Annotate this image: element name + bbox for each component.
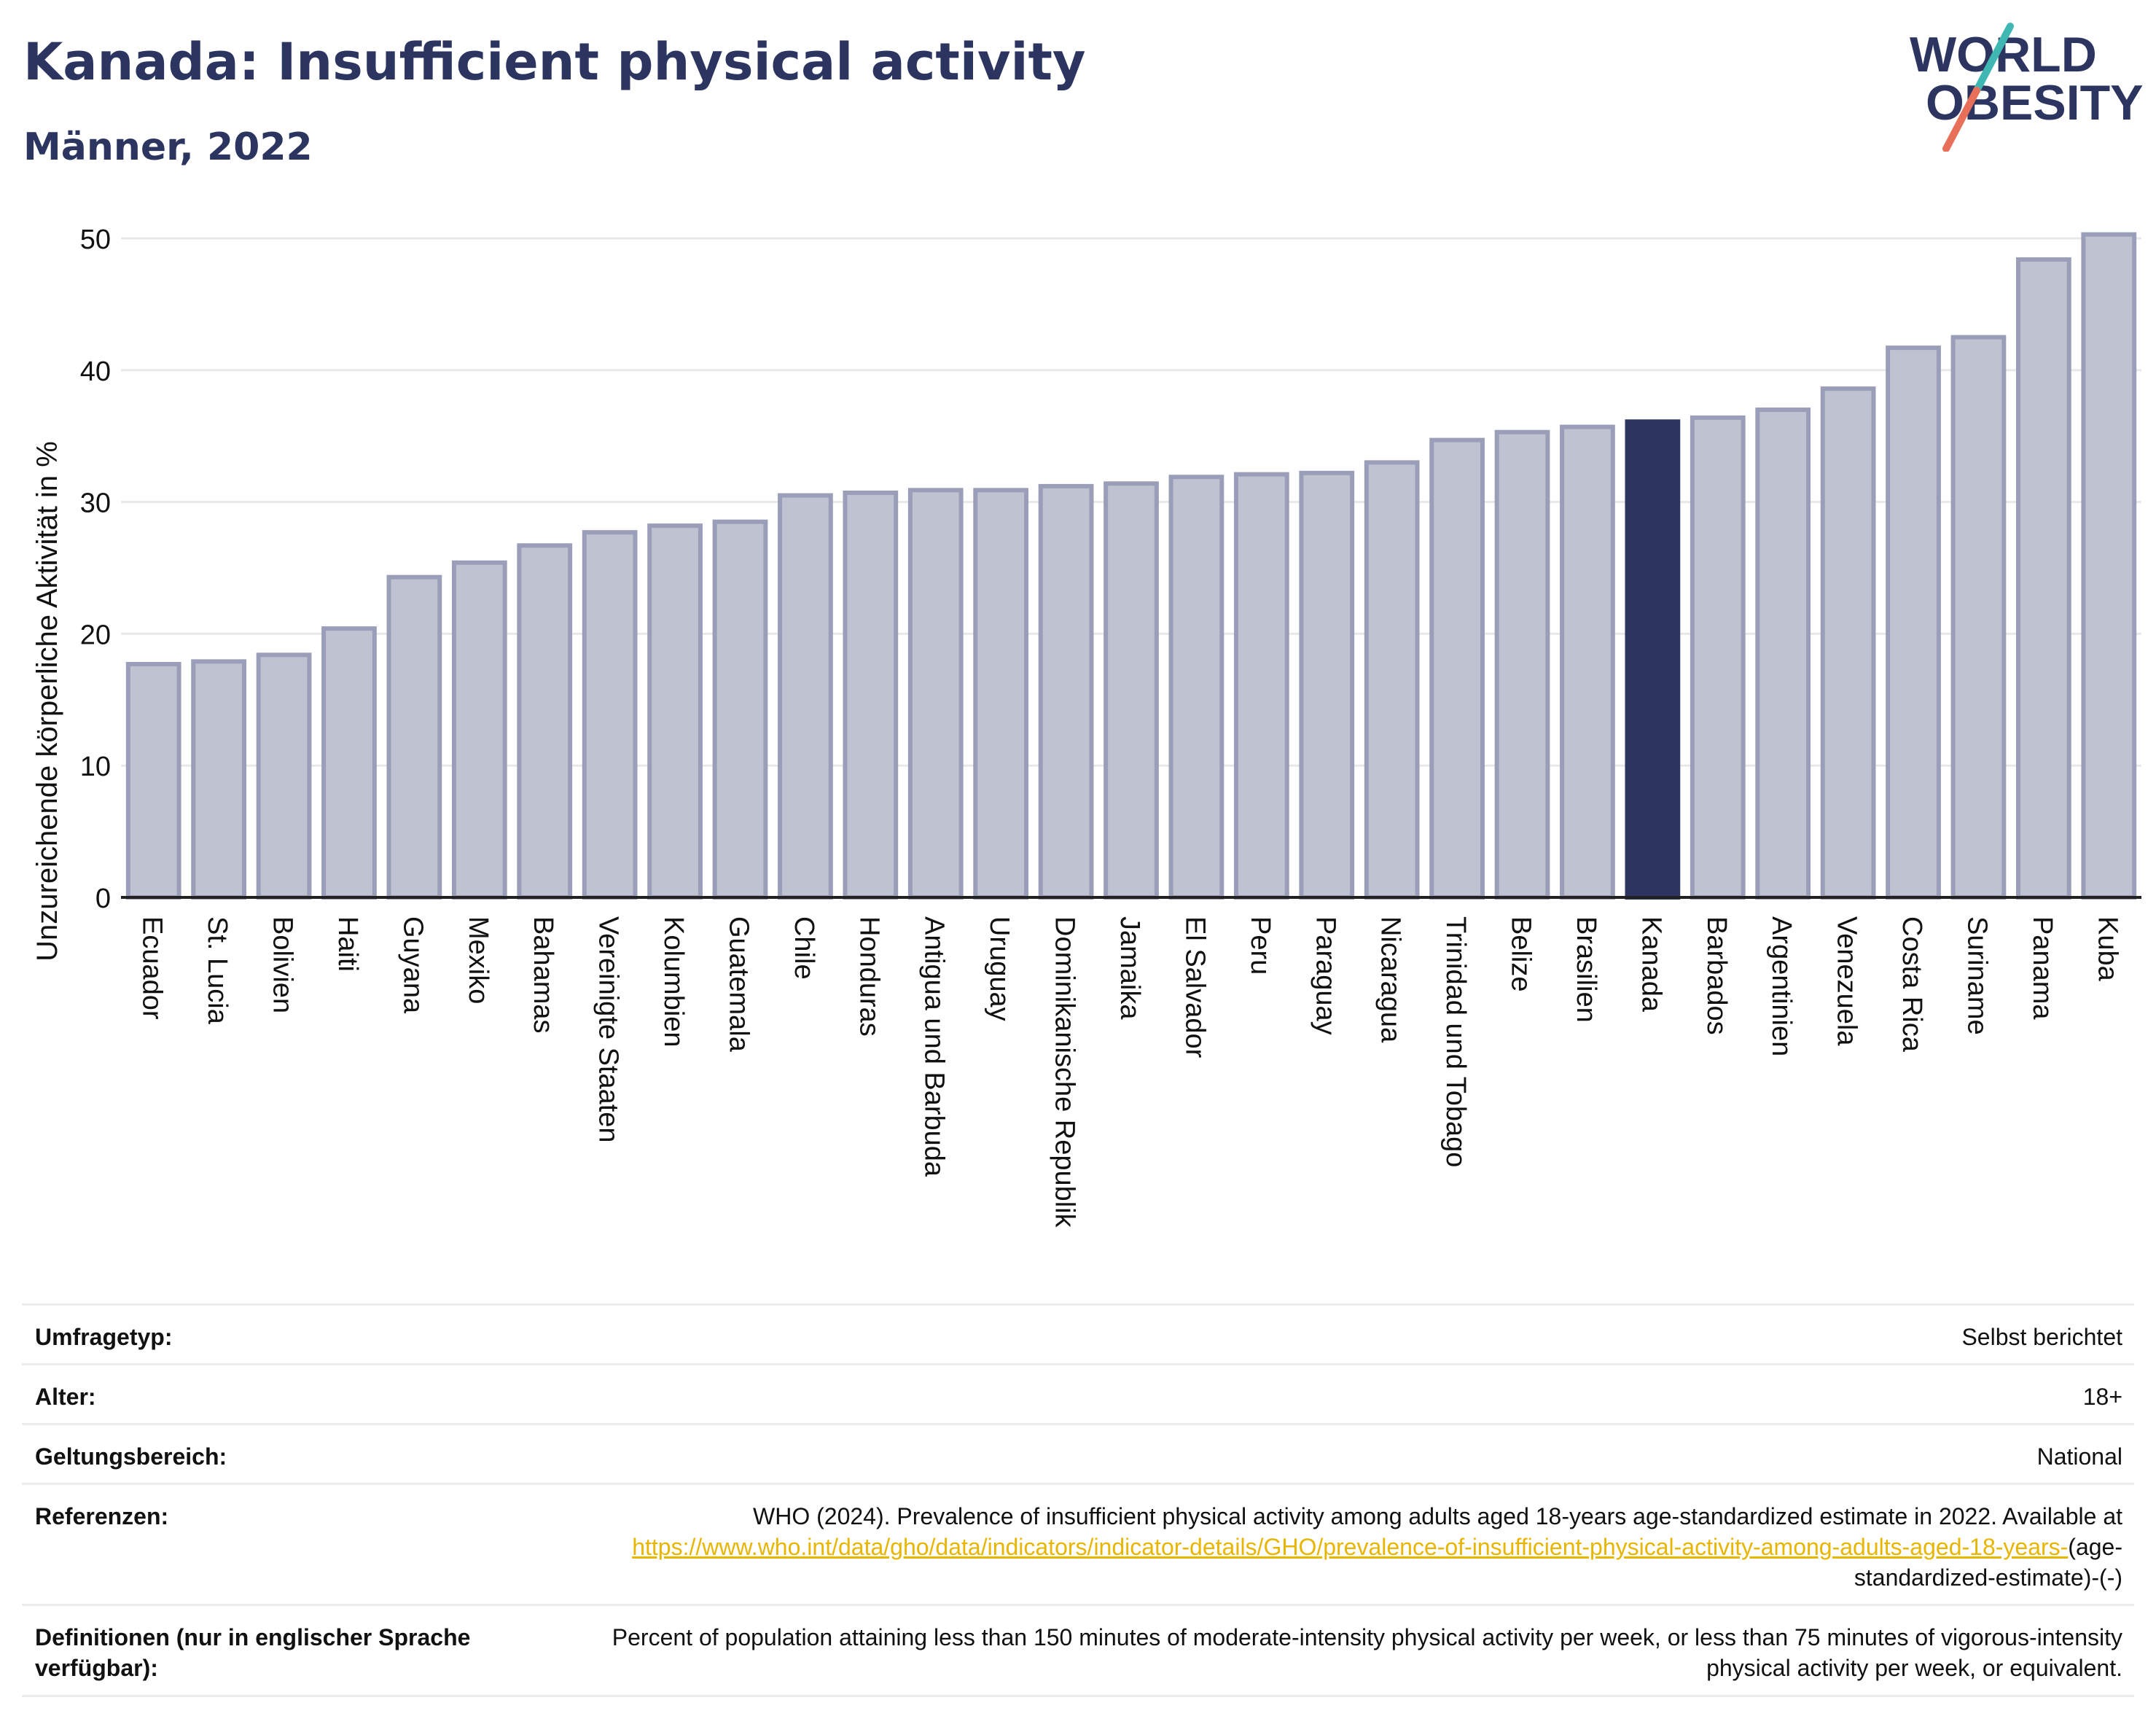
label-layer: 0 10 20 30 40 50 Ecuador St. Lucia Bolivien Haiti… xyxy=(80,225,2123,1228)
x-tick-label: Venezuela xyxy=(1832,916,1862,1046)
bar-chart: 0 10 20 30 40 50 Ecuador St. Lucia Bolivien Haiti… xyxy=(31,225,2141,1228)
references-value: WHO (2024). Prevalence of insufficient p… xyxy=(592,1501,2134,1593)
world-obesity-logo: WORLD OBESITY xyxy=(1910,23,2143,152)
age-value: 18+ xyxy=(2082,1384,2122,1410)
x-tick-label: Paraguay xyxy=(1310,916,1340,1035)
y-tick-label: 10 xyxy=(80,752,111,782)
x-tick-label: Guatemala xyxy=(723,916,754,1053)
scope-value: National xyxy=(2036,1443,2122,1470)
bar-st-lucia[interactable] xyxy=(191,659,247,900)
bar-layer xyxy=(125,232,2137,900)
references-text: WHO (2024). Prevalence of insufficient p… xyxy=(753,1503,2122,1529)
bar-barbados[interactable] xyxy=(1690,415,1746,900)
x-tick-label: Honduras xyxy=(854,916,884,1037)
bar-costa-rica[interactable] xyxy=(1886,346,1941,900)
x-tick-label: Haiti xyxy=(332,916,363,972)
x-tick-label: Kolumbien xyxy=(658,916,689,1048)
bar-el-salvador[interactable] xyxy=(1168,475,1225,900)
references-suffix: (age-standardized-estimate)-(-) xyxy=(1854,1534,2122,1591)
bar-venezuela[interactable] xyxy=(1820,386,1876,900)
x-tick-label: Kuba xyxy=(2092,916,2122,982)
scope-label: Geltungsbereich: xyxy=(35,1443,227,1470)
x-tick-label: Jamaika xyxy=(1114,916,1145,1020)
x-tick-label: Mexiko xyxy=(463,916,493,1004)
y-tick-label: 20 xyxy=(80,620,111,650)
x-tick-label: Uruguay xyxy=(984,916,1015,1021)
info-row-references: Referenzen: WHO (2024). Prevalence of in… xyxy=(22,1483,2134,1604)
bar-paraguay[interactable] xyxy=(1299,470,1355,900)
bar-argentinien[interactable] xyxy=(1755,408,1811,900)
x-tick-label: Dominikanische Republik xyxy=(1050,916,1080,1228)
bar-panama[interactable] xyxy=(2015,257,2071,900)
x-tick-label: Bahamas xyxy=(528,916,558,1034)
x-tick-label: Costa Rica xyxy=(1897,916,1927,1053)
x-tick-label: Suriname xyxy=(1961,916,1992,1035)
bar-uruguay[interactable] xyxy=(973,488,1029,900)
x-tick-label: St. Lucia xyxy=(202,916,233,1025)
bar-kuba[interactable] xyxy=(2081,232,2137,900)
info-row-survey-type: Umfragetyp: Selbst berichtet xyxy=(22,1303,2134,1363)
x-tick-label: Argentinien xyxy=(1766,916,1797,1056)
bar-chile[interactable] xyxy=(778,493,833,900)
bar-haiti[interactable] xyxy=(321,626,377,900)
age-label: Alter: xyxy=(35,1384,96,1410)
y-tick-label: 30 xyxy=(80,488,111,519)
bar-honduras[interactable] xyxy=(843,490,899,900)
bar-trinidad-und-tobago[interactable] xyxy=(1429,437,1485,900)
logo-slash-coral xyxy=(1942,87,1980,152)
bar-peru[interactable] xyxy=(1233,472,1289,900)
references-label: Referenzen: xyxy=(35,1503,169,1529)
info-row-scope: Geltungsbereich: National xyxy=(22,1423,2134,1483)
bar-kolumbien[interactable] xyxy=(647,523,703,900)
bar-dominikanische-republik[interactable] xyxy=(1038,483,1094,900)
bar-suriname[interactable] xyxy=(1950,335,2007,900)
bar-bahamas[interactable] xyxy=(517,543,573,900)
bar-mexiko[interactable] xyxy=(451,560,507,900)
x-tick-label: Vereinigte Staaten xyxy=(593,916,624,1143)
x-tick-label: Chile xyxy=(789,916,819,980)
x-tick-label: El Salvador xyxy=(1179,916,1210,1058)
bar-kanada[interactable] xyxy=(1625,419,1681,900)
bar-belize[interactable] xyxy=(1494,429,1550,900)
y-tick-label: 0 xyxy=(95,884,111,914)
x-tick-label: Ecuador xyxy=(137,916,168,1020)
bar-vereinigte-staaten[interactable] xyxy=(582,530,638,900)
x-tick-label: Trinidad und Tobago xyxy=(1440,916,1471,1167)
x-tick-label: Antigua und Barbuda xyxy=(919,916,950,1177)
x-tick-label: Nicaragua xyxy=(1375,916,1406,1043)
info-row-age: Alter: 18+ xyxy=(22,1363,2134,1423)
survey-type-label: Umfragetyp: xyxy=(35,1324,173,1350)
logo-slash-teal xyxy=(1973,23,2014,94)
x-tick-label: Barbados xyxy=(1701,916,1732,1035)
bar-ecuador[interactable] xyxy=(125,661,181,900)
page-title: Kanada: Insufficient physical activity xyxy=(23,32,1086,92)
bar-jamaika[interactable] xyxy=(1104,481,1159,900)
page-subtitle: Männer, 2022 xyxy=(23,125,313,169)
x-tick-label: Guyana xyxy=(397,916,428,1014)
bar-antigua-und-barbuda[interactable] xyxy=(907,488,964,900)
definitions-value: Percent of population attaining less tha… xyxy=(612,1624,2122,1681)
x-tick-label: Peru xyxy=(1245,916,1276,975)
x-tick-label: Panama xyxy=(2027,916,2058,1020)
x-tick-label: Bolivien xyxy=(267,916,298,1013)
bar-nicaragua[interactable] xyxy=(1364,460,1420,900)
y-tick-label: 50 xyxy=(80,225,111,255)
y-axis-label: Unzureichende körperliche Aktivität in % xyxy=(31,441,63,962)
bar-bolivien[interactable] xyxy=(256,652,312,900)
x-tick-label: Brasilien xyxy=(1571,916,1601,1023)
x-tick-label: Belize xyxy=(1506,916,1536,992)
bar-guatemala[interactable] xyxy=(712,519,768,900)
definitions-label: Definitionen (nur in englischer Sprache … xyxy=(35,1624,471,1681)
y-tick-label: 40 xyxy=(80,356,111,387)
survey-type-value: Selbst berichtet xyxy=(1961,1324,2122,1350)
x-tick-label: Kanada xyxy=(1636,916,1666,1013)
bar-guyana[interactable] xyxy=(386,574,442,900)
references-link[interactable]: https://www.who.int/data/gho/data/indica… xyxy=(632,1534,2069,1560)
bar-brasilien[interactable] xyxy=(1560,424,1615,900)
info-table: Umfragetyp: Selbst berichtet Alter: 18+ … xyxy=(22,1303,2134,1697)
info-row-definitions: Definitionen (nur in englischer Sprache … xyxy=(22,1604,2134,1697)
